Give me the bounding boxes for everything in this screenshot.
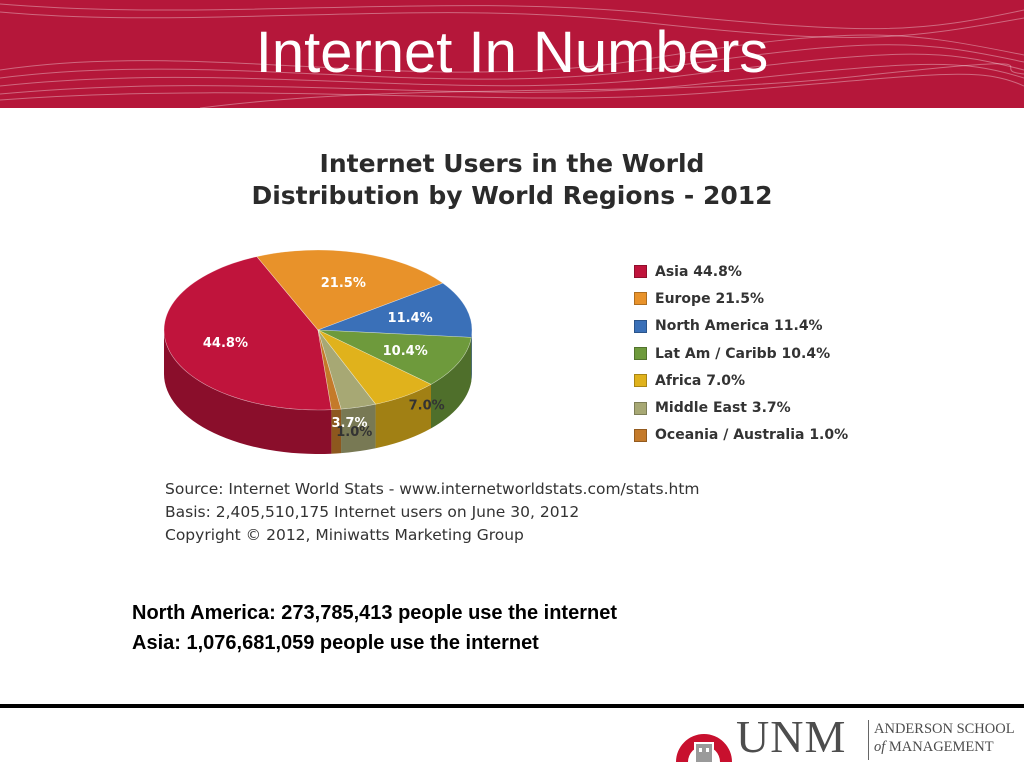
legend-swatch	[634, 374, 647, 388]
pie-slices	[163, 249, 473, 411]
footer-rule	[0, 704, 1024, 708]
unm-mark-icon	[676, 734, 732, 762]
pie-data-label-asia: 44.8%	[203, 336, 248, 351]
pie-side-middle-east	[341, 404, 376, 454]
pie-slice-oceania-australia	[317, 329, 342, 411]
legend-item-asia: Asia 44.8%	[634, 258, 848, 285]
legend-swatch	[634, 265, 647, 279]
legend-item-middle-east: Middle East 3.7%	[634, 394, 848, 421]
pie-side-oceania-australia	[331, 409, 342, 454]
chart-title-block: Internet Users in the World Distribution…	[200, 148, 824, 212]
pie-side-africa	[375, 384, 432, 449]
legend-label: Oceania / Australia 1.0%	[655, 427, 849, 444]
legend-swatch	[634, 428, 647, 442]
legend-label: Africa 7.0%	[655, 372, 746, 389]
logo-school-line1: ANDERSON SCHOOL	[874, 721, 1015, 737]
chart-subtitle: Distribution by World Regions - 2012	[251, 181, 773, 210]
pie-slice-asia	[163, 256, 332, 411]
pie-data-label-lat-am-caribb: 10.4%	[383, 344, 428, 359]
basis-line: Basis: 2,405,510,175 Internet users on J…	[165, 503, 580, 521]
logo-unm-text: UNM	[736, 711, 847, 762]
legend-item-lat-am: Lat Am / Caribb 10.4%	[634, 340, 848, 367]
legend-item-europe: Europe 21.5%	[634, 285, 848, 312]
legend-item-oceania: Oceania / Australia 1.0%	[634, 422, 848, 449]
source-line: Source: Internet World Stats - www.inter…	[165, 480, 700, 498]
pie-slice-lat-am-caribb	[317, 329, 472, 385]
chart-legend: Asia 44.8% Europe 21.5% North America 11…	[634, 258, 848, 449]
header-wave-lines	[0, 3, 1024, 108]
legend-item-north-america: North America 11.4%	[634, 313, 848, 340]
logo-school-of: of	[874, 739, 886, 755]
logo-school-management: MANAGEMENT	[885, 739, 994, 755]
legend-label: Middle East 3.7%	[655, 400, 791, 417]
header-banner: Internet In Numbers	[0, 0, 1024, 108]
legend-swatch	[634, 292, 647, 306]
legend-label: Europe 21.5%	[655, 290, 765, 307]
source-citation: Source: Internet World Stats - www.inter…	[165, 478, 700, 547]
pie-slice-north-america	[317, 282, 473, 338]
unm-anderson-logo: UNM ANDERSON SCHOOL of MANAGEMENT	[672, 712, 1022, 768]
logo-divider	[868, 720, 869, 760]
legend-swatch	[634, 319, 647, 333]
logo-school-line2: of MANAGEMENT	[874, 738, 1015, 756]
legend-label: North America 11.4%	[655, 318, 823, 335]
user-count-notes: North America: 273,785,413 people use th…	[132, 598, 617, 658]
legend-label: Lat Am / Caribb 10.4%	[655, 345, 831, 362]
note-asia: Asia: 1,076,681,059 people use the inter…	[132, 632, 539, 654]
pie-slice-europe	[256, 249, 444, 331]
pie-data-labels: 44.8% 21.5% 11.4% 10.4% 7.0% 3.7%1.0%	[203, 276, 445, 440]
pie-side-north-america	[471, 330, 472, 382]
logo-school-text: ANDERSON SCHOOL of MANAGEMENT	[874, 720, 1015, 756]
pie-data-label-africa: 7.0%	[409, 398, 445, 413]
pie-data-label-middle-east: 3.7%	[331, 416, 367, 431]
chart-title: Internet Users in the World	[319, 149, 705, 178]
slide-title: Internet In Numbers	[255, 20, 769, 85]
legend-label: Asia 44.8%	[655, 263, 742, 280]
pie-data-label-europe: 21.5%	[321, 276, 366, 291]
pie-side-asia	[164, 330, 332, 454]
copyright-line: Copyright © 2012, Miniwatts Marketing Gr…	[165, 526, 524, 544]
pie-data-label-oceania-australia: 1.0%	[336, 425, 372, 440]
pie-data-label-north-america: 11.4%	[388, 311, 433, 326]
note-north-america: North America: 273,785,413 people use th…	[132, 602, 617, 624]
legend-swatch	[634, 347, 647, 361]
legend-item-africa: Africa 7.0%	[634, 367, 848, 394]
legend-swatch	[634, 401, 647, 415]
